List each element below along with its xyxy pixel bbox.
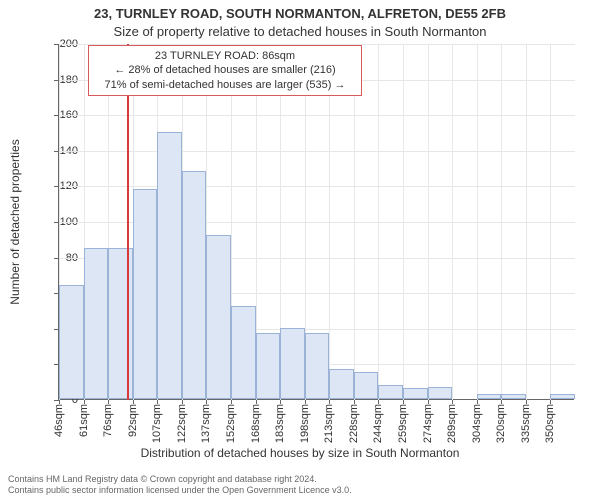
chart-area: 46sqm61sqm76sqm92sqm107sqm122sqm137sqm15… — [58, 44, 574, 400]
xtick-label: 289sqm — [446, 404, 458, 443]
callout-line2: ← 28% of detached houses are smaller (21… — [93, 63, 357, 77]
xtick-label: 335sqm — [520, 404, 532, 443]
y-axis-title: Number of detached properties — [8, 139, 22, 304]
histogram-bar — [108, 248, 133, 399]
page-title: 23, TURNLEY ROAD, SOUTH NORMANTON, ALFRE… — [0, 0, 600, 22]
chart-container: 23, TURNLEY ROAD, SOUTH NORMANTON, ALFRE… — [0, 0, 600, 500]
xtick-label: 107sqm — [151, 404, 163, 443]
plot-region: 46sqm61sqm76sqm92sqm107sqm122sqm137sqm15… — [58, 44, 574, 400]
gridline-v — [354, 44, 355, 400]
xtick-label: 228sqm — [348, 404, 360, 443]
marker-line — [127, 44, 129, 400]
xtick-label: 152sqm — [225, 404, 237, 443]
gridline-h — [59, 186, 575, 187]
gridline-v — [501, 44, 502, 400]
histogram-bar — [428, 387, 453, 399]
gridline-v — [329, 44, 330, 400]
gridline-h — [59, 151, 575, 152]
histogram-bar — [206, 235, 231, 399]
gridline-v — [526, 44, 527, 400]
callout-line1: 23 TURNLEY ROAD: 86sqm — [93, 49, 357, 63]
gridline-v — [550, 44, 551, 400]
histogram-bar — [256, 333, 281, 399]
xtick-label: 304sqm — [471, 404, 483, 443]
footer-attribution: Contains HM Land Registry data © Crown c… — [8, 474, 352, 496]
footer-line1: Contains HM Land Registry data © Crown c… — [8, 474, 352, 485]
histogram-bar — [133, 189, 158, 399]
histogram-bar — [403, 388, 428, 399]
gridline-v — [452, 44, 453, 400]
histogram-bar — [477, 394, 502, 399]
xtick-label: 350sqm — [544, 404, 556, 443]
histogram-bar — [59, 285, 84, 399]
xtick-label: 213sqm — [323, 404, 335, 443]
histogram-bar — [378, 385, 403, 399]
callout-line3: 71% of semi-detached houses are larger (… — [93, 78, 357, 92]
xtick-label: 61sqm — [78, 404, 90, 437]
callout-box: 23 TURNLEY ROAD: 86sqm ← 28% of detached… — [88, 45, 362, 96]
histogram-bar — [157, 132, 182, 399]
gridline-v — [378, 44, 379, 400]
histogram-bar — [305, 333, 330, 399]
histogram-bar — [501, 394, 526, 399]
footer-line2: Contains public sector information licen… — [8, 485, 352, 496]
histogram-bar — [84, 248, 109, 399]
xtick-label: 76sqm — [102, 404, 114, 437]
histogram-bar — [182, 171, 207, 399]
x-axis-title: Distribution of detached houses by size … — [0, 446, 600, 460]
xtick-label: 46sqm — [53, 404, 65, 437]
xtick-label: 259sqm — [397, 404, 409, 443]
histogram-bar — [329, 369, 354, 399]
gridline-h — [59, 115, 575, 116]
xtick-label: 244sqm — [372, 404, 384, 443]
xtick-label: 198sqm — [299, 404, 311, 443]
gridline-v — [477, 44, 478, 400]
gridline-v — [428, 44, 429, 400]
xtick-label: 168sqm — [250, 404, 262, 443]
gridline-v — [403, 44, 404, 400]
xtick-label: 183sqm — [274, 404, 286, 443]
histogram-bar — [550, 394, 575, 399]
page-subtitle: Size of property relative to detached ho… — [0, 22, 600, 39]
xtick-label: 122sqm — [176, 404, 188, 443]
histogram-bar — [280, 328, 305, 399]
xtick-label: 92sqm — [127, 404, 139, 437]
histogram-bar — [231, 306, 256, 399]
xtick-label: 137sqm — [200, 404, 212, 443]
histogram-bar — [354, 372, 379, 399]
xtick-label: 274sqm — [422, 404, 434, 443]
xtick-label: 320sqm — [495, 404, 507, 443]
